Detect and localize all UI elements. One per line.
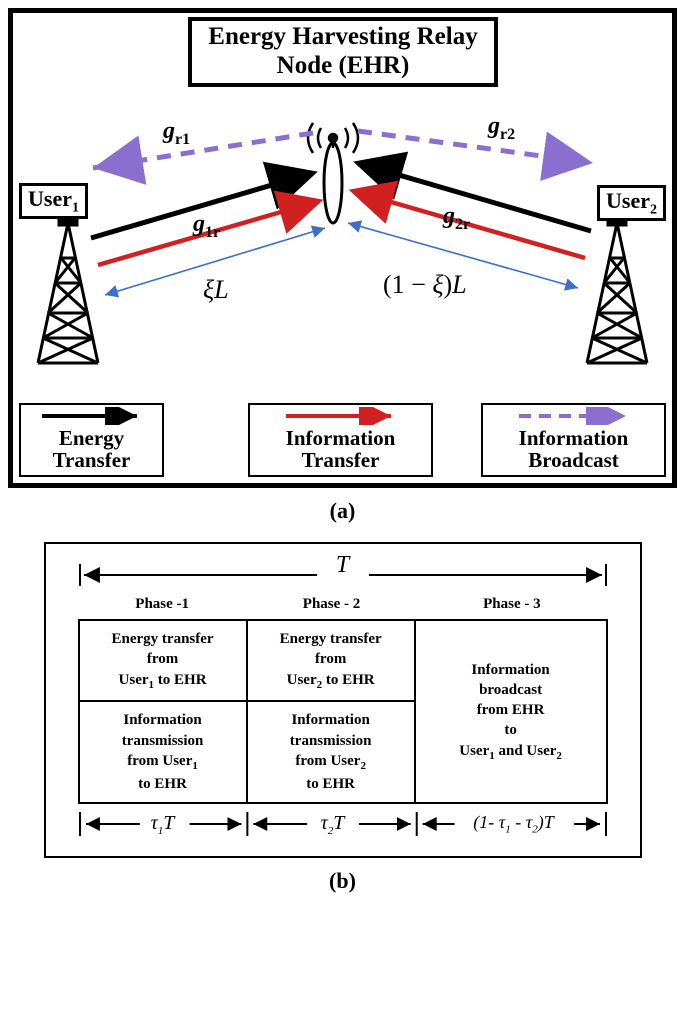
cell-1a: Energy transferfromUser1 to EHR [80,621,246,702]
legend-energy-label: Energy Transfer [27,427,156,471]
svg-text:g2r: g2r [442,203,470,233]
tau2-label: τ2T [248,812,418,837]
phase-row: Phase -1 Phase - 2 Phase - 3 [78,596,608,613]
svg-text:g1r: g1r [192,211,220,241]
legend-info: Information Transfer [248,403,433,477]
tau-row: τ1T τ2T (1- τ1 - τ2)T [78,808,608,844]
legend-energy: Energy Transfer [19,403,164,477]
caption-b: (b) [8,868,677,894]
user2-label: User [606,188,650,213]
table-b: Energy transferfromUser1 to EHR Informat… [78,619,608,804]
tau3-label: (1- τ1 - τ2)T [418,812,610,836]
user1-label: User [28,186,72,211]
cell-1b: Informationtransmissionfrom User1to EHR [80,702,246,802]
user2-box: User2 [597,185,666,221]
ehr-title: Energy Harvesting Relay Node (EHR) [208,23,477,79]
cell-2a: Energy transferfromUser2 to EHR [248,621,414,702]
legend-broadcast-label: Information Broadcast [489,427,658,471]
tau1-label: τ1T [78,812,248,837]
legend-broadcast: Information Broadcast [481,403,666,477]
user2-sub: 2 [650,202,657,217]
phase3-label: Phase - 3 [416,596,607,613]
caption-a: (a) [8,498,677,524]
svg-text:(1 − ξ)L: (1 − ξ)L [383,270,467,299]
user1-box: User1 [19,183,88,219]
cell-2b: Informationtransmissionfrom User2to EHR [248,702,414,802]
tower-left-icon [38,198,98,363]
figure-b: T Phase -1 Phase - 2 Phase - 3 Energy tr… [44,542,642,858]
phase2-label: Phase - 2 [247,596,416,613]
relay-icon [308,123,358,223]
svg-text:ξL: ξL [203,275,229,304]
cell-3: Informationbroadcastfrom EHRtoUser1 and … [416,652,606,772]
ehr-title-box: Energy Harvesting Relay Node (EHR) [188,17,498,87]
svg-text:gr2: gr2 [487,113,515,143]
phase1-label: Phase -1 [78,596,247,613]
figure-a: gr1 gr2 g1r g2r ξL (1 − ξ)L Energy Harve… [8,8,677,488]
t-label: T [78,552,608,579]
svg-text:gr1: gr1 [162,118,190,148]
t-bar: T [78,558,608,592]
tower-right-icon [587,198,647,363]
legend-info-label: Information Transfer [256,427,425,471]
user1-sub: 1 [72,200,79,215]
